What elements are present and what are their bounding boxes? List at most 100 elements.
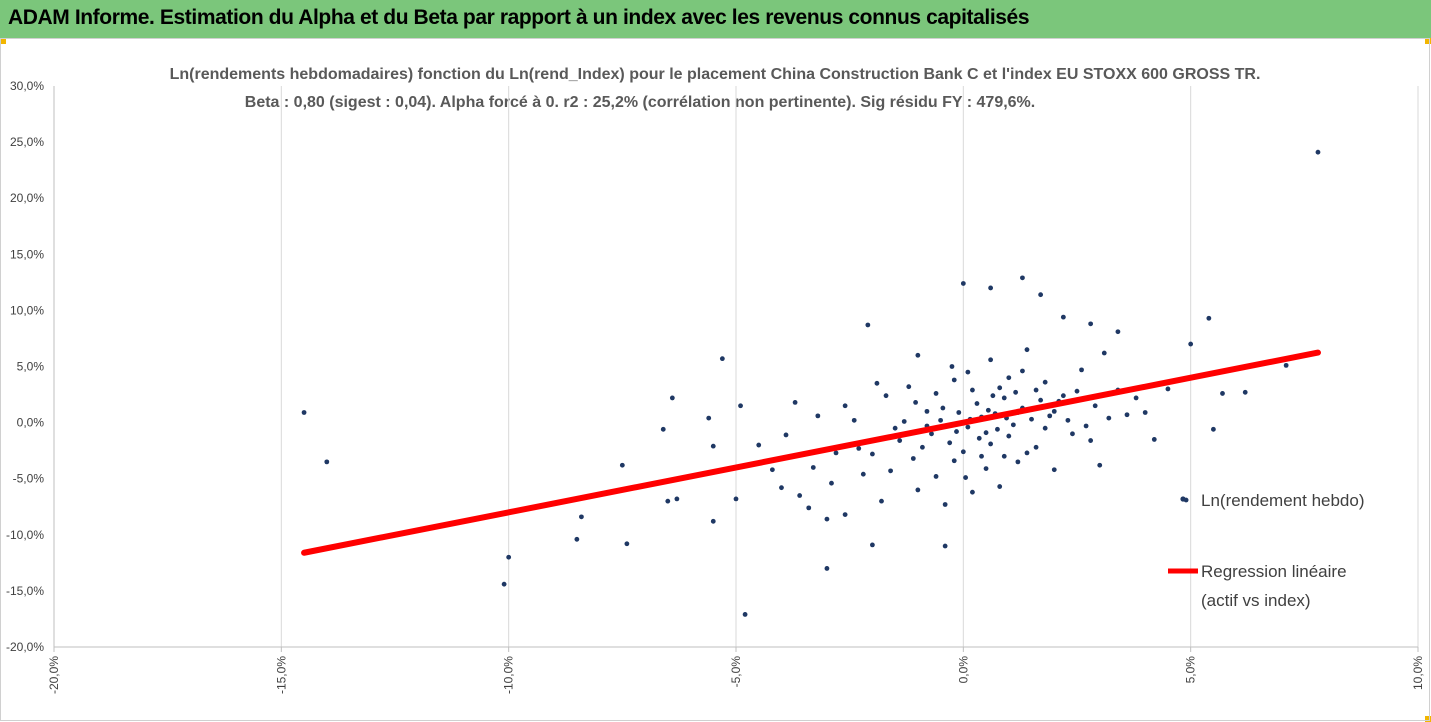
data-point [910, 456, 916, 461]
data-point [1142, 410, 1148, 415]
data-point [1101, 350, 1107, 356]
y-tick-label: -15,0% [6, 584, 44, 598]
data-point [1283, 362, 1289, 368]
data-point [990, 393, 996, 399]
data-point [783, 432, 789, 438]
data-point [824, 566, 830, 571]
x-tick-label: 5,0% [1184, 656, 1198, 684]
data-point [806, 505, 812, 511]
data-point [1060, 314, 1066, 320]
data-point [324, 459, 330, 465]
data-point [624, 541, 630, 547]
data-point [769, 467, 775, 473]
data-point [824, 516, 830, 522]
data-point [983, 466, 989, 472]
data-point [842, 512, 848, 518]
data-point [797, 493, 803, 498]
data-point [674, 496, 680, 502]
axes [53, 86, 1419, 652]
data-point [779, 485, 784, 491]
data-point [1006, 375, 1012, 381]
data-point [1115, 329, 1121, 335]
data-point [1020, 368, 1025, 374]
data-point [988, 441, 994, 447]
data-point [956, 410, 962, 415]
data-point [933, 391, 939, 396]
data-point [892, 425, 898, 431]
data-point [1033, 444, 1039, 450]
data-point [915, 352, 921, 358]
y-tick-label: 30,0% [10, 79, 44, 93]
data-point [906, 384, 912, 390]
x-tick-label: -5,0% [729, 656, 743, 688]
data-point [865, 322, 871, 328]
report-title: ADAM Informe. Estimation du Alpha et du … [8, 6, 1030, 29]
data-point [1051, 408, 1057, 414]
y-tick-label: 25,0% [10, 135, 44, 149]
chart-title-line2: Beta : 0,80 (sigest : 0,04). Alpha forcé… [245, 94, 1035, 111]
data-point [665, 498, 671, 504]
data-point [997, 484, 1003, 489]
data-point [965, 424, 971, 430]
report-banner: ADAM Informe. Estimation du Alpha et du … [0, 0, 1431, 39]
data-point [1220, 391, 1225, 396]
data-point [933, 474, 939, 479]
data-point [1029, 416, 1034, 422]
data-point [710, 443, 716, 449]
data-point [719, 356, 725, 362]
data-point [888, 468, 893, 474]
data-point [1024, 347, 1030, 353]
y-tick-label: 15,0% [10, 247, 44, 261]
data-point [985, 407, 991, 413]
data-point [710, 518, 716, 524]
data-point [1315, 149, 1321, 155]
data-point [874, 380, 880, 386]
data-point [879, 498, 884, 504]
data-point [1001, 395, 1007, 401]
legend-label-regression-sub: (actif vs index) [1201, 591, 1311, 610]
data-point [1079, 367, 1084, 373]
data-point [983, 430, 989, 436]
data-point [920, 444, 925, 450]
data-point [951, 377, 957, 383]
data-point [870, 451, 875, 457]
data-point [942, 502, 948, 507]
data-point [901, 419, 907, 424]
data-point [995, 426, 1000, 432]
x-tick-label: 0,0% [956, 656, 970, 684]
x-tick-label: -20,0% [47, 656, 61, 694]
data-point [501, 581, 507, 587]
regression-line-group [301, 349, 1321, 556]
data-point [619, 462, 625, 468]
data-point [1033, 387, 1039, 393]
data-point [1088, 438, 1094, 443]
data-point [1001, 453, 1007, 459]
legend: Ln(rendement hebdo) Regression linéaire … [1168, 491, 1365, 610]
data-point [1151, 437, 1157, 442]
data-point [733, 496, 739, 502]
data-point [1038, 292, 1044, 298]
data-point [706, 415, 712, 421]
data-point [913, 400, 918, 405]
legend-marker-icon [1180, 496, 1186, 502]
data-point [954, 429, 959, 434]
data-point [1133, 395, 1139, 401]
data-point [947, 440, 953, 446]
data-point [940, 405, 946, 411]
y-tick-label: 10,0% [10, 303, 44, 317]
data-point [856, 446, 862, 451]
data-point [1083, 423, 1089, 429]
data-point [1060, 393, 1066, 399]
data-point [976, 435, 982, 441]
data-point [1015, 459, 1021, 465]
data-point [1051, 467, 1057, 473]
data-point [1206, 315, 1212, 321]
data-point [1211, 426, 1216, 432]
data-point [897, 438, 903, 443]
data-point [851, 417, 857, 423]
data-point [833, 450, 839, 456]
data-point [1106, 415, 1112, 421]
x-tick-label: -15,0% [274, 656, 288, 694]
data-point [810, 465, 816, 470]
